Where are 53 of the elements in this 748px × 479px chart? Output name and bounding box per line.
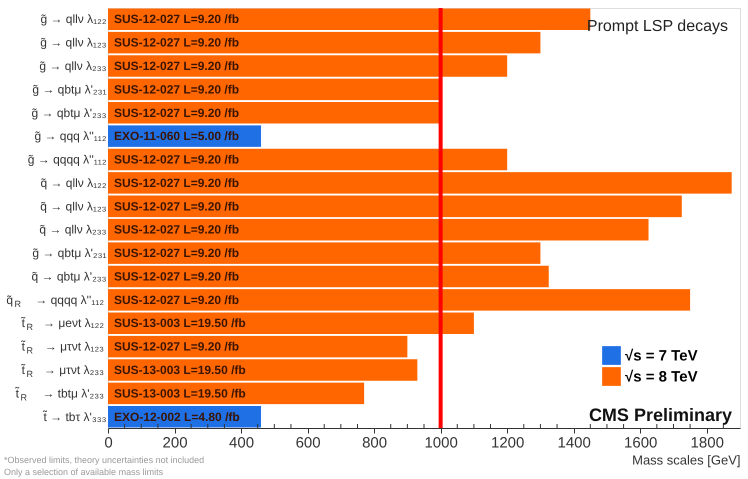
y-tick-label: t̃ → tbτ λ'₃₃₃ [42, 410, 107, 424]
y-tick-label: g̃ → qllν λ₂₃₃ [39, 58, 107, 73]
x-tick-label: 1800 [690, 434, 724, 452]
x-tick-label: 600 [296, 434, 321, 452]
x-tick-label: 400 [229, 434, 254, 452]
y-tick-label: g̃ → qllν λ₁₂₃ [40, 36, 107, 50]
y-tick-label: q̃ → qllν λ₂₃₃ [39, 222, 107, 237]
data-label: SUS-13-003 L=19.50 /fb [114, 316, 246, 330]
x-tick-label: 1000 [424, 434, 458, 452]
data-label: SUS-13-003 L=19.50 /fb [114, 386, 246, 400]
annotation: Prompt LSP decays [586, 18, 728, 35]
bar [108, 312, 474, 334]
y-tick-label: q̃ → qllν λ₁₂₂ [40, 176, 107, 190]
y-tick-label: q̃ → qllν λ₁₂₃ [40, 199, 107, 214]
x-tick-label: 1400 [557, 434, 591, 452]
data-label: SUS-12-027 L=9.20 /fb [114, 12, 240, 26]
y-tick-label: q̃ → qbtμ λ'₂₃₃ [31, 269, 107, 284]
x-tick-label: 200 [162, 434, 188, 452]
x-tick-label: 1200 [490, 434, 524, 452]
y-tick-label: g̃ → qbtμ λ'₂₃₁ [32, 82, 106, 96]
y-tick-label: g̃ → qbtμ λ'₂₃₃ [31, 106, 107, 120]
data-label: SUS-12-027 L=9.20 /fb [114, 222, 240, 237]
data-label: SUS-12-027 L=9.20 /fb [114, 58, 240, 73]
bar [108, 102, 441, 124]
x-tick-label: 800 [362, 434, 388, 452]
text: *Observed limits, theory uncertainties not included [4, 455, 204, 465]
data-label: SUS-12-027 L=9.20 /fb [114, 199, 240, 214]
bar [108, 196, 682, 218]
data-label: SUS-12-027 L=9.20 /fb [114, 292, 240, 307]
data-label: SUS-12-027 L=9.20 /fb [114, 246, 240, 260]
x-tick-label: 0 [104, 434, 113, 452]
data-label: SUS-12-027 L=9.20 /fb [114, 152, 240, 167]
data-label: SUS-13-003 L=19.50 /fb [114, 363, 246, 378]
annotation: CMS Preliminary [588, 405, 732, 425]
legend-label: √s = 7 TeV [625, 348, 698, 364]
y-tick-label: g̃ → qllν λ₁₂₂ [40, 12, 107, 26]
y-tick-label: g̃ → qqqq λ''₁₁₂ [28, 152, 107, 167]
data-label: SUS-12-027 L=9.20 /fb [114, 106, 240, 120]
x-tick-label: 1600 [624, 434, 658, 452]
y-tick-label: g̃ → qqq λ''₁₁₂ [34, 129, 107, 144]
data-label: SUS-12-027 L=9.20 /fb [114, 36, 240, 50]
text: Only a selection of available mass limits [4, 467, 164, 477]
legend-label: √s = 8 TeV [625, 368, 698, 386]
data-label: EXO-11-060 L=5.00 /fb [114, 129, 240, 144]
bar [108, 218, 649, 240]
data-label: SUS-12-027 L=9.20 /fb [114, 176, 240, 190]
data-label: SUS-12-027 L=9.20 /fb [114, 269, 240, 284]
bar [108, 289, 690, 311]
x-axis-title: Mass scales [GeV] [632, 452, 740, 468]
data-label: SUS-12-027 L=9.20 /fb [114, 340, 240, 354]
data-label: EXO-12-002 L=4.80 /fb [114, 410, 240, 424]
data-label: SUS-12-027 L=9.20 /fb [114, 82, 240, 96]
y-tick-label: g̃ → qbtμ λ'₂₃₁ [32, 246, 106, 260]
